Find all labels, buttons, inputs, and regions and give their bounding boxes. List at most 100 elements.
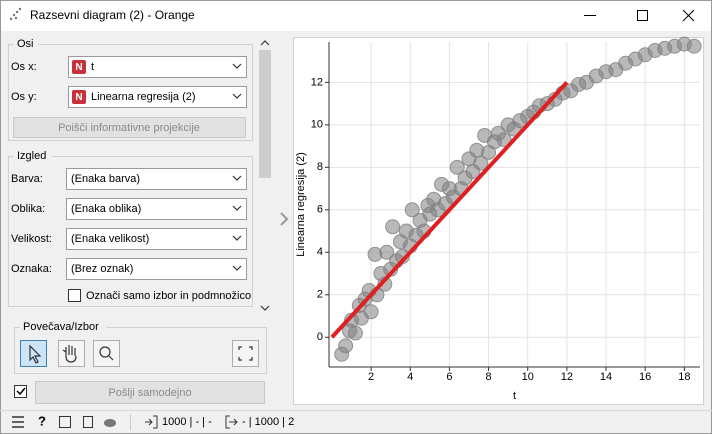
x-tick-label: 10 xyxy=(522,371,534,383)
label: Oznaka: xyxy=(11,263,52,275)
point xyxy=(404,202,420,218)
y-tick-label: 12 xyxy=(311,76,323,88)
x-tick-label: 12 xyxy=(561,371,573,383)
x-tick-label: 14 xyxy=(600,371,612,383)
scatter-plot: 2 4 6 8 10 12 14 16 18 0 2 4 6 8 10 12 t Linearna regresi… xyxy=(295,36,702,402)
y-axis-label: Linearna regresija (2) xyxy=(295,152,307,257)
group-label-bg xyxy=(14,38,38,50)
auto-send-checkbox[interactable] xyxy=(14,385,27,398)
point xyxy=(449,159,465,175)
point xyxy=(338,338,354,354)
y-tick-label: 10 xyxy=(311,119,323,131)
scroll-thumb[interactable] xyxy=(259,50,271,178)
dropdown-value: (Brez oznak) xyxy=(71,263,133,275)
input-summary: 1000 | - | - xyxy=(162,416,212,428)
group-label-bg xyxy=(20,321,106,333)
regression-line xyxy=(330,81,569,339)
dropdown[interactable] xyxy=(66,198,247,220)
y-axis-dropdown[interactable] xyxy=(68,86,247,108)
badge xyxy=(72,60,86,74)
group-title: Izgled xyxy=(17,150,46,162)
label: Velikost: xyxy=(11,233,52,245)
point xyxy=(385,219,401,235)
x-tick-label: 6 xyxy=(446,371,452,383)
send-button[interactable] xyxy=(35,381,265,404)
reset-zoom-tool[interactable] xyxy=(232,340,259,367)
scroll-down[interactable] xyxy=(260,305,270,311)
dropdown-value: (Enaka barva) xyxy=(71,173,140,185)
visual-settings-icon[interactable] xyxy=(104,419,116,427)
window-title: Razsevni diagram (2) - Orange xyxy=(30,8,195,22)
badge xyxy=(72,90,86,104)
chevron xyxy=(232,63,242,69)
button-label: Pošlji samodejno xyxy=(108,387,191,399)
x-axis-dropdown[interactable] xyxy=(68,56,247,78)
checkmark xyxy=(16,387,26,396)
output-summary: - | 1000 | 2 xyxy=(242,416,294,428)
zoom-icon xyxy=(108,355,114,361)
chevron xyxy=(232,235,242,241)
close-button[interactable] xyxy=(682,9,695,22)
y-tick-label: 4 xyxy=(317,246,323,258)
maximize-button[interactable] xyxy=(637,10,648,21)
button-label: Poišči informativne projekcije xyxy=(58,122,200,134)
output-icon xyxy=(225,415,238,429)
dropdown-value: t xyxy=(91,61,94,73)
point xyxy=(496,132,512,148)
label: Oblika: xyxy=(11,203,45,215)
chevron xyxy=(232,205,242,211)
chevron xyxy=(232,93,242,99)
point xyxy=(363,304,379,320)
x-tick-label: 8 xyxy=(485,371,491,383)
chevron xyxy=(232,265,242,271)
report-icon[interactable] xyxy=(83,416,93,428)
group-title: Povečava/Izbor xyxy=(23,321,99,333)
scroll-up[interactable] xyxy=(260,40,270,46)
pointer-icon xyxy=(29,344,42,364)
hand-icon xyxy=(62,345,77,363)
x-tick-label: 16 xyxy=(639,371,651,383)
label: Os y: xyxy=(11,91,37,103)
app-icon xyxy=(9,7,22,21)
point xyxy=(686,38,702,54)
dropdown-value: Linearna regresija (2) xyxy=(91,91,196,103)
dropdown-value: (Enaka velikost) xyxy=(71,233,149,245)
plot-panel xyxy=(293,37,704,405)
y-tick-label: 0 xyxy=(317,331,323,343)
input-icon xyxy=(145,415,158,429)
point xyxy=(473,155,489,171)
help-icon[interactable]: ? xyxy=(38,413,46,428)
x-tick-label: 4 xyxy=(407,371,413,383)
y-tick-label: 8 xyxy=(317,161,323,173)
badge-text: N xyxy=(75,62,82,73)
badge-text: N xyxy=(75,92,82,103)
x-tick-label: 2 xyxy=(368,371,374,383)
axes-group xyxy=(8,44,253,141)
chevron xyxy=(232,175,242,181)
zoom-group xyxy=(14,327,267,374)
select-tool[interactable] xyxy=(20,340,47,367)
menu-icon[interactable] xyxy=(12,416,24,428)
label: Barva: xyxy=(11,173,43,185)
collapse-arrow[interactable] xyxy=(280,212,289,226)
save-icon[interactable] xyxy=(59,416,71,428)
dropdown-value: (Enaka oblika) xyxy=(71,203,141,215)
zoom-tool[interactable] xyxy=(93,340,120,367)
zoom-icon xyxy=(99,346,111,358)
appearance-rows: Barva: (Enaka barva) Oblika: (Enaka oblika)… xyxy=(11,168,247,280)
dropdown[interactable] xyxy=(66,168,247,190)
checkbox-label: Označi samo izbor in podmnožico xyxy=(86,290,251,302)
x-tick-label: 18 xyxy=(678,371,690,383)
dropdown[interactable] xyxy=(66,228,247,250)
dropdown[interactable] xyxy=(66,258,247,280)
group-title: Osi xyxy=(17,38,34,50)
appearance-group xyxy=(8,156,253,307)
group-label-bg xyxy=(14,150,52,162)
x-axis-label: t xyxy=(513,390,516,402)
point xyxy=(379,244,395,260)
checkbox[interactable] xyxy=(68,289,81,302)
point xyxy=(347,325,363,341)
y-tick-label: 6 xyxy=(317,204,323,216)
find-projections-button[interactable] xyxy=(13,117,246,138)
